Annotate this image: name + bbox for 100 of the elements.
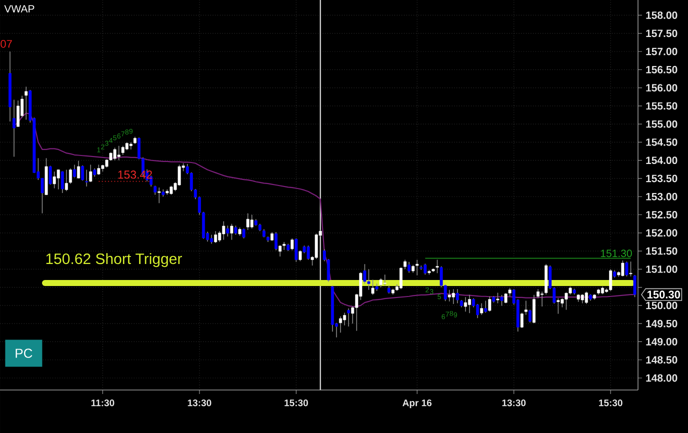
candlestick: [121, 145, 124, 156]
candlestick: [170, 185, 173, 196]
ref-line-label: 150.62 Short Trigger: [46, 253, 182, 268]
candlestick: [504, 292, 508, 304]
y-tick-label: 152.50: [646, 211, 678, 218]
candlestick: [250, 214, 254, 229]
candlestick: [77, 160, 80, 179]
candlestick: [496, 292, 500, 304]
candlestick: [230, 223, 234, 240]
candlestick: [294, 238, 298, 262]
candlestick: [298, 250, 302, 262]
candlestick: [178, 164, 181, 186]
candlestick: [480, 302, 484, 316]
candlestick: [68, 168, 72, 184]
y-tick-label: 156.00: [646, 84, 678, 92]
candlestick: [629, 261, 632, 277]
candlestick: [424, 263, 427, 276]
candlestick: [484, 300, 488, 314]
x-tick-label: 13:30: [502, 399, 526, 406]
chart-title: VWAP: [4, 5, 34, 12]
candlestick: [282, 242, 286, 250]
candlestick: [24, 86, 28, 120]
y-tick-label: 155.50: [646, 102, 678, 110]
candlestick: [452, 288, 455, 304]
candlestick: [222, 220, 226, 240]
candlestick: [56, 169, 60, 190]
candlestick: [371, 279, 374, 296]
candlestick: [12, 99, 16, 158]
candlestick: [625, 261, 628, 277]
candlestick: [580, 294, 584, 304]
candlestick: [16, 100, 20, 127]
candlestick: [500, 294, 504, 306]
candlestick: [81, 165, 84, 182]
y-tick-label: 149.50: [646, 320, 678, 328]
y-tick-label: 157.00: [646, 48, 678, 56]
candlestick: [436, 259, 439, 274]
candlestick: [532, 294, 536, 324]
candlestick: [97, 164, 100, 176]
candlestick: [314, 233, 318, 260]
y-tick-label: 151.00: [646, 265, 678, 273]
y-tick-label: 152.00: [646, 229, 678, 237]
candlestick: [416, 259, 419, 276]
y-tick-label: 148.50: [646, 356, 678, 364]
candlestick: [540, 291, 544, 307]
x-tick-label: 13:30: [188, 399, 212, 406]
candlestick: [117, 145, 120, 161]
candlestick: [383, 274, 386, 286]
annotation: PC: [16, 348, 32, 358]
candlestick: [226, 225, 230, 237]
y-tick-label: 155.00: [646, 120, 678, 128]
y-tick-label: 157.50: [646, 30, 678, 38]
candlestick: [556, 298, 560, 314]
candlestick: [448, 289, 451, 302]
candlestick: [60, 170, 64, 194]
candlestick: [524, 300, 528, 316]
candlestick: [64, 169, 68, 192]
candlestick: [347, 308, 350, 327]
candlestick: [210, 234, 214, 244]
candlestick: [379, 278, 382, 288]
candlestick: [343, 312, 346, 326]
candlestick: [456, 288, 459, 304]
candlestick: [246, 212, 250, 230]
candlestick: [274, 232, 278, 251]
candlestick: [363, 264, 366, 284]
candlestick: [113, 147, 116, 161]
y-tick-label: 153.00: [646, 192, 678, 200]
candlestick: [488, 296, 492, 312]
y-tick-label: 149.00: [646, 338, 678, 346]
candlestick: [609, 268, 612, 292]
candlestick: [633, 274, 636, 298]
y-tick-label: 150.00: [646, 302, 678, 310]
candlestick: [242, 228, 246, 239]
candlestick: [158, 187, 161, 204]
candlestick: [339, 316, 342, 334]
candlestick: [52, 171, 56, 189]
candlestick: [85, 169, 88, 187]
candlestick: [536, 288, 540, 299]
candlestick: [464, 296, 467, 312]
candlestick: [234, 225, 238, 236]
candlestick: [408, 262, 411, 274]
candlestick: [584, 291, 588, 304]
candlestick: [306, 245, 310, 260]
y-tick-label: 148.00: [646, 374, 678, 382]
candlestick: [528, 309, 532, 323]
y-tick-label: 158.00: [646, 12, 678, 19]
candlestick: [73, 164, 76, 178]
y-tick-label: 153.50: [646, 174, 678, 182]
candlestick: [214, 230, 218, 244]
x-tick-label: 11:30: [91, 399, 114, 406]
y-tick-label: 154.50: [646, 138, 678, 146]
candlestick: [520, 312, 524, 328]
candlestick: [400, 266, 402, 290]
x-tick-label: 15:30: [599, 399, 622, 406]
candlestick: [564, 292, 568, 310]
candlestick: [48, 165, 52, 186]
annotation: 151.30: [600, 250, 632, 258]
candlestick: [367, 268, 370, 290]
candlestick: [404, 259, 407, 270]
y-tick-label: 156.50: [646, 66, 678, 74]
annotation: 07: [0, 40, 12, 48]
